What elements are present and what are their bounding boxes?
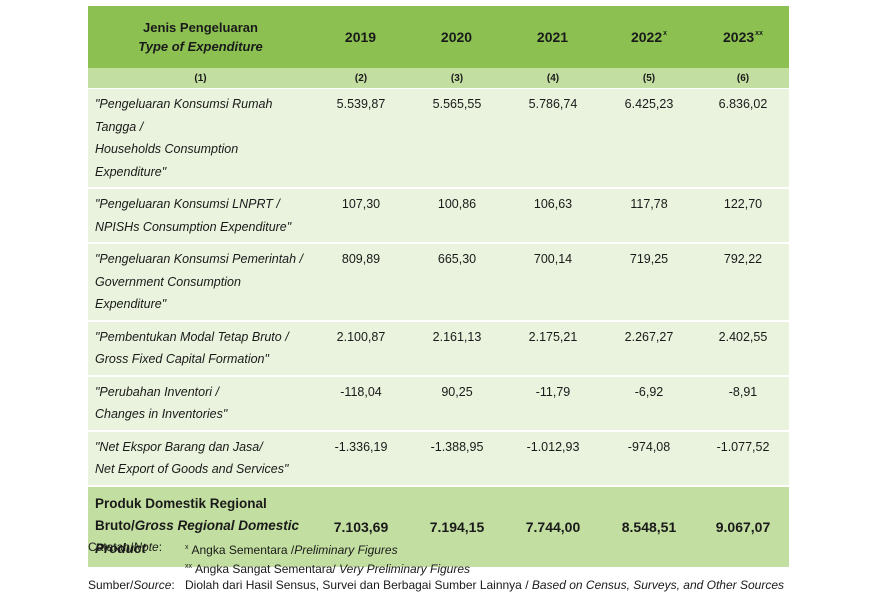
cell-value: -118,04 [313,376,409,431]
column-number: (2) [313,68,409,89]
header-year-2022: 2022x [601,6,697,68]
cell-value: 107,30 [313,188,409,243]
cell-value: -6,92 [601,376,697,431]
column-number: (3) [409,68,505,89]
cell-value: 6.425,23 [601,89,697,189]
cell-value: 719,25 [601,243,697,321]
cell-value: 665,30 [409,243,505,321]
row-label: "Pengeluaran Konsumsi Rumah Tangga / Hou… [88,89,313,189]
cell-value: 792,22 [697,243,789,321]
header-year-2020: 2020 [409,6,505,68]
header-label-id: Jenis Pengeluaran [88,18,313,37]
table-row-gross-fixed-capital: "Pembentukan Modal Tetap Bruto / Gross F… [88,321,789,376]
cell-value: 2.161,13 [409,321,505,376]
row-label: "Pengeluaran Konsumsi LNPRT / NPISHs Con… [88,188,313,243]
very-preliminary-mark: xx [755,30,763,37]
column-number: (6) [697,68,789,89]
cell-value: -1.336,19 [313,431,409,486]
cell-value: 5.786,74 [505,89,601,189]
cell-value: 106,63 [505,188,601,243]
cell-value: 2.100,87 [313,321,409,376]
header-year-2021: 2021 [505,6,601,68]
cell-value: 6.836,02 [697,89,789,189]
column-number: (1) [88,68,313,89]
table-header-row: Jenis Pengeluaran Type of Expenditure 20… [88,6,789,68]
header-year-2019: 2019 [313,6,409,68]
total-value: 9.067,07 [697,486,789,567]
total-value: 7.194,15 [409,486,505,567]
cell-value: -1.012,93 [505,431,601,486]
source-label: Sumber/Source: [88,576,175,595]
table-row-government-consumption: "Pengeluaran Konsumsi Pemerintah / Gover… [88,243,789,321]
column-number: (4) [505,68,601,89]
row-label: "Perubahan Inventori / Changes in Invent… [88,376,313,431]
cell-value: -8,91 [697,376,789,431]
note-label: Catatan/Note: [88,538,162,557]
cell-value: 122,70 [697,188,789,243]
cell-value: 5.539,87 [313,89,409,189]
column-number-row: (1) (2) (3) (4) (5) (6) [88,68,789,89]
cell-value: 2.402,55 [697,321,789,376]
preliminary-mark: x [663,30,667,37]
table-row-net-export: "Net Ekspor Barang dan Jasa/ Net Export … [88,431,789,486]
header-year-2023: 2023xx [697,6,789,68]
total-value: 8.548,51 [601,486,697,567]
cell-value: -11,79 [505,376,601,431]
cell-value: 5.565,55 [409,89,505,189]
table-row-household-consumption: "Pengeluaran Konsumsi Rumah Tangga / Hou… [88,89,789,189]
cell-value: 100,86 [409,188,505,243]
row-label: "Pengeluaran Konsumsi Pemerintah / Gover… [88,243,313,321]
cell-value: -1.077,52 [697,431,789,486]
table-row-npish-consumption: "Pengeluaran Konsumsi LNPRT / NPISHs Con… [88,188,789,243]
cell-value: 90,25 [409,376,505,431]
cell-value: 700,14 [505,243,601,321]
cell-value: -974,08 [601,431,697,486]
expenditure-table: Jenis Pengeluaran Type of Expenditure 20… [88,6,789,567]
cell-value: -1.388,95 [409,431,505,486]
header-label-en: Type of Expenditure [88,37,313,56]
cell-value: 809,89 [313,243,409,321]
header-expenditure-type: Jenis Pengeluaran Type of Expenditure [88,6,313,68]
total-value: 7.744,00 [505,486,601,567]
row-label: "Net Ekspor Barang dan Jasa/ Net Export … [88,431,313,486]
row-label: "Pembentukan Modal Tetap Bruto / Gross F… [88,321,313,376]
cell-value: 117,78 [601,188,697,243]
cell-value: 2.175,21 [505,321,601,376]
cell-value: 2.267,27 [601,321,697,376]
table-row-changes-in-inventories: "Perubahan Inventori / Changes in Invent… [88,376,789,431]
column-number: (5) [601,68,697,89]
